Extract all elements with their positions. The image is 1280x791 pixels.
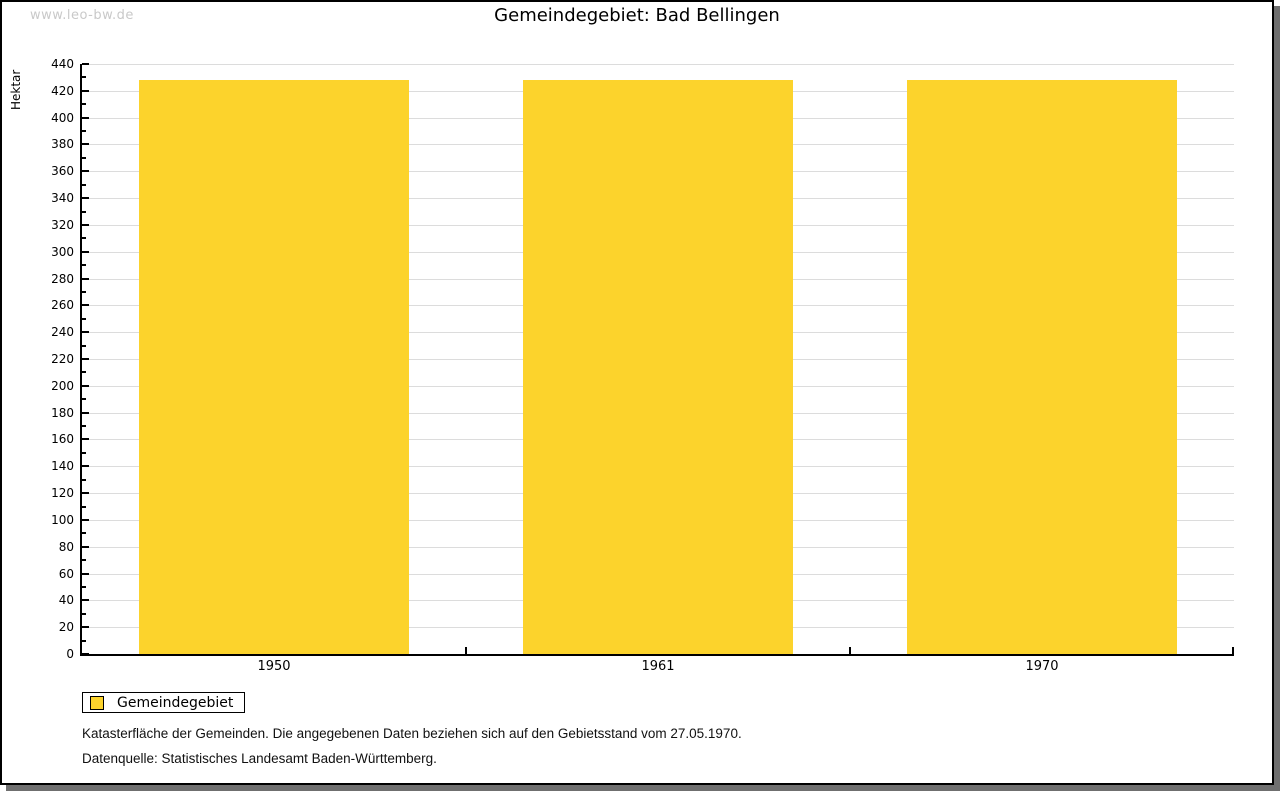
bar: [139, 80, 409, 654]
y-major-tick: [82, 223, 89, 226]
y-tick-label: 40: [58, 593, 74, 608]
y-minor-tick: [82, 264, 86, 267]
y-tick-label: 120: [51, 486, 74, 501]
y-minor-tick: [82, 425, 86, 428]
y-major-tick: [82, 465, 89, 468]
y-major-tick: [82, 250, 89, 253]
y-minor-tick: [82, 505, 86, 508]
plot-area: 0 20 40 60 80 100 120 140 160 180 200 220 240 260 280 3…: [51, 57, 1234, 674]
legend-label: Gemeindegebiet: [117, 694, 234, 711]
y-tick-label: 420: [51, 83, 74, 98]
y-tick-label: 260: [51, 298, 74, 313]
y-tick-label: 240: [51, 325, 74, 340]
x-boundary-tick: [465, 647, 467, 654]
y-tick-label: 340: [51, 191, 74, 206]
y-minor-tick: [82, 532, 86, 535]
bar: [523, 80, 793, 654]
y-minor-tick: [82, 130, 86, 133]
y-minor-tick: [82, 290, 86, 293]
y-tick-label: 380: [51, 137, 74, 152]
legend: Gemeindegebiet: [82, 692, 246, 713]
y-minor-tick: [82, 76, 86, 79]
x-category-label: 1970: [1025, 659, 1059, 674]
y-tick-label: 280: [51, 271, 74, 286]
y-tick-label: 20: [58, 620, 74, 635]
watermark: www.leo-bw.de: [30, 8, 134, 23]
y-tick-label: 80: [58, 539, 74, 554]
y-tick-label: 220: [51, 352, 74, 366]
y-major-tick: [82, 277, 89, 280]
y-tick-label: 440: [51, 57, 74, 71]
y-tick-label: 300: [51, 244, 74, 259]
y-minor-tick: [82, 371, 86, 374]
y-major-tick: [82, 545, 89, 548]
y-minor-tick: [82, 585, 86, 588]
y-tick-label: 400: [51, 110, 74, 125]
y-major-tick: [82, 572, 89, 575]
y-major-tick: [82, 89, 89, 92]
y-tick-label: 0: [66, 647, 74, 661]
y-minor-tick: [82, 639, 86, 642]
legend-swatch-icon: [90, 695, 104, 710]
y-tick-label: 140: [51, 459, 74, 474]
y-axis-title: Hektar: [9, 69, 23, 110]
y-minor-tick: [82, 344, 86, 347]
y-minor-tick: [82, 183, 86, 186]
y-gridline: [82, 64, 1234, 65]
y-major-tick: [82, 492, 89, 495]
note-data-source: Datenquelle: Statistisches Landesamt Bad…: [82, 751, 437, 766]
y-major-tick: [82, 358, 89, 360]
y-tick-label: 360: [51, 164, 74, 179]
y-tick-label: 200: [51, 378, 74, 393]
y-tick-label: 160: [51, 432, 74, 447]
bar: [907, 80, 1177, 654]
y-major-tick: [82, 170, 89, 173]
y-minor-tick: [82, 103, 86, 106]
y-minor-tick: [82, 156, 86, 159]
y-major-tick: [82, 438, 89, 441]
x-category-label: 1961: [641, 659, 675, 674]
y-minor-tick: [82, 612, 86, 615]
y-major-tick: [82, 518, 89, 521]
y-major-tick: [82, 304, 89, 307]
y-major-tick: [82, 384, 89, 387]
y-major-tick: [82, 143, 89, 146]
y-tick-label: 100: [51, 512, 74, 527]
y-major-tick: [82, 599, 89, 602]
y-major-tick: [82, 63, 89, 65]
y-minor-tick: [82, 559, 86, 562]
chart-title: Gemeindegebiet: Bad Bellingen: [494, 5, 780, 26]
y-tick-label: 180: [51, 405, 74, 420]
y-major-tick: [82, 197, 89, 200]
y-tick-label: 60: [58, 566, 74, 581]
y-minor-tick: [82, 451, 86, 454]
x-category-label: 1950: [257, 659, 291, 674]
y-minor-tick: [82, 398, 86, 401]
x-axis-end-tick: [1232, 647, 1234, 654]
y-major-tick: [82, 411, 89, 414]
y-minor-tick: [82, 478, 86, 481]
y-minor-tick: [82, 317, 86, 320]
y-major-tick: [82, 626, 89, 629]
y-major-tick: [82, 116, 89, 119]
y-major-tick: [82, 331, 89, 334]
x-boundary-tick: [849, 647, 851, 654]
y-major-tick: [82, 653, 89, 655]
note-source-definition: Katasterfläche der Gemeinden. Die angege…: [82, 726, 742, 741]
y-minor-tick: [82, 210, 86, 213]
y-tick-label: 320: [51, 217, 74, 232]
y-minor-tick: [82, 237, 86, 240]
